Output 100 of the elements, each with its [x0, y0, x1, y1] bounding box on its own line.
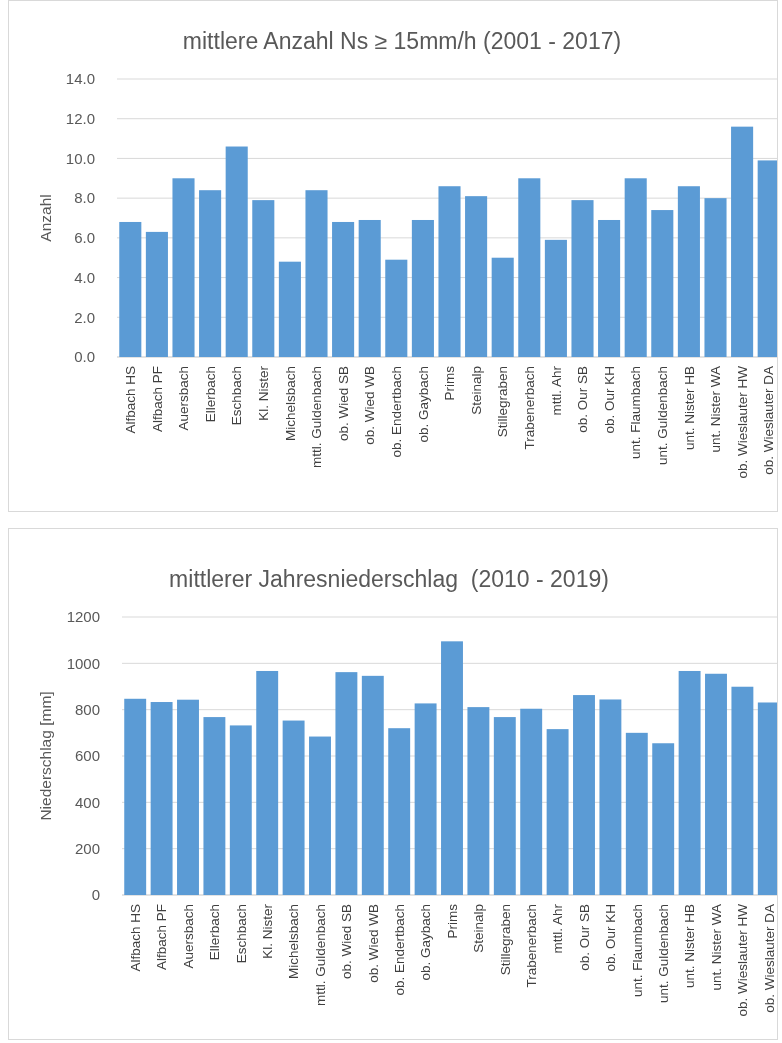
y-tick-label: 600 — [74, 747, 100, 765]
bar — [731, 126, 754, 357]
x-tick-label: unt. Flaumbach — [629, 904, 645, 998]
bar — [652, 743, 675, 895]
x-tick-label: ob. Wied WB — [362, 366, 378, 445]
bar — [624, 178, 647, 357]
x-tick-label: unt. Nister HB — [682, 904, 698, 989]
x-tick-label: mttl. Ahr — [550, 903, 566, 954]
y-tick-label: 1200 — [66, 608, 100, 626]
bar — [598, 219, 621, 357]
bar — [625, 732, 648, 895]
bar — [282, 720, 305, 895]
bar — [704, 198, 727, 357]
x-tick-label: Michelsbach — [282, 366, 298, 442]
x-tick-label: ob. Gaybach — [418, 904, 434, 981]
x-tick-label: Stillegraben — [497, 904, 513, 976]
y-axis-title: Anzahl — [37, 194, 54, 242]
x-tick-label: Eschbach — [229, 366, 245, 426]
y-tick-label: 6.0 — [74, 229, 95, 247]
x-tick-label: Alfbach HS — [123, 366, 139, 434]
x-tick-label: mttl. Guldenbach — [312, 904, 328, 1007]
y-tick-label: 8.0 — [74, 189, 95, 207]
y-tick-label: 4.0 — [74, 268, 95, 286]
x-tick-label: Alfbach HS — [127, 904, 143, 972]
bar — [677, 186, 700, 357]
bar — [414, 703, 437, 895]
bar — [278, 261, 301, 357]
x-tick-label: Auersbach — [180, 904, 196, 969]
bar — [172, 178, 195, 357]
y-tick-label: 0.0 — [74, 348, 95, 366]
bar — [199, 190, 222, 357]
bar — [411, 219, 434, 357]
bar — [438, 186, 461, 357]
x-tick-label: ob. Our SB — [575, 366, 591, 433]
x-tick-label: unt. Nister WA — [708, 904, 724, 991]
x-tick-label: Ellerbach — [202, 366, 218, 423]
x-tick-label: Alfbach PF — [149, 366, 165, 433]
bar — [145, 231, 168, 357]
bar — [124, 698, 147, 895]
bar — [467, 707, 490, 895]
bar — [388, 728, 411, 895]
x-tick-label: Prims — [442, 365, 458, 401]
bar — [571, 200, 594, 357]
x-tick-label: ob. Our SB — [576, 904, 592, 971]
bar — [229, 725, 252, 895]
x-tick-label: ob. Wied SB — [335, 366, 351, 442]
bar — [705, 673, 727, 895]
y-tick-label: 1000 — [66, 654, 100, 672]
bar — [520, 708, 543, 895]
x-tick-label: unt. Guldenbach — [655, 366, 671, 466]
bar — [252, 200, 275, 357]
x-tick-label: Auersbach — [176, 366, 192, 431]
bar — [177, 699, 199, 895]
y-tick-label: 400 — [74, 793, 100, 811]
x-tick-label: Alfbach PF — [154, 904, 170, 971]
x-tick-label: ob. Wieslauter HW — [734, 365, 750, 479]
x-tick-label: ob. Wied SB — [339, 904, 355, 980]
x-tick-label: ob. Wieslauter DA — [761, 366, 777, 475]
bar — [332, 221, 355, 357]
bar — [119, 221, 142, 357]
x-tick-label: Stillegraben — [495, 366, 511, 438]
y-tick-label: 200 — [74, 839, 100, 857]
x-tick-label: Ellerbach — [207, 904, 223, 961]
y-tick-label: 12.0 — [65, 109, 95, 127]
x-tick-label: ob. Wieslauter HW — [735, 903, 751, 1017]
x-tick-label: unt. Flaumbach — [628, 366, 644, 460]
x-tick-label: ob. Endertbach — [389, 366, 405, 458]
x-tick-label: ob. Endertbach — [391, 904, 407, 996]
x-tick-label: mttl. Ahr — [548, 365, 564, 416]
bar — [305, 190, 328, 357]
bar — [465, 196, 488, 357]
bar — [599, 699, 622, 895]
x-tick-label: ob. Gaybach — [415, 366, 431, 443]
x-tick-label: unt. Nister HB — [681, 366, 697, 451]
bar — [335, 672, 358, 895]
bar — [361, 675, 384, 895]
bar — [573, 695, 595, 895]
bar — [385, 259, 408, 357]
chart-title: mittlerer Jahresniederschlag (2010 - 2019) — [169, 566, 609, 592]
bar — [309, 736, 331, 895]
bar — [731, 686, 754, 895]
bar — [518, 178, 541, 357]
x-tick-label: mttl. Guldenbach — [309, 366, 325, 469]
y-tick-label: 14.0 — [65, 70, 95, 88]
bar — [546, 729, 569, 895]
x-tick-label: Eschbach — [233, 904, 249, 964]
x-tick-label: ob. Our KH — [603, 904, 619, 972]
bar — [544, 239, 567, 357]
bar — [256, 670, 279, 895]
bar — [491, 257, 514, 357]
bar — [203, 717, 226, 895]
bar — [493, 717, 516, 895]
y-axis-title: Niederschlag [mm] — [37, 691, 54, 821]
x-tick-label: Prims — [444, 903, 460, 939]
bar — [651, 210, 674, 357]
bar — [678, 670, 701, 895]
x-tick-label: ob. Our KH — [601, 366, 617, 434]
x-tick-label: Steinalp — [468, 366, 484, 415]
x-tick-label: Steinalp — [471, 904, 487, 953]
bar — [358, 219, 381, 357]
